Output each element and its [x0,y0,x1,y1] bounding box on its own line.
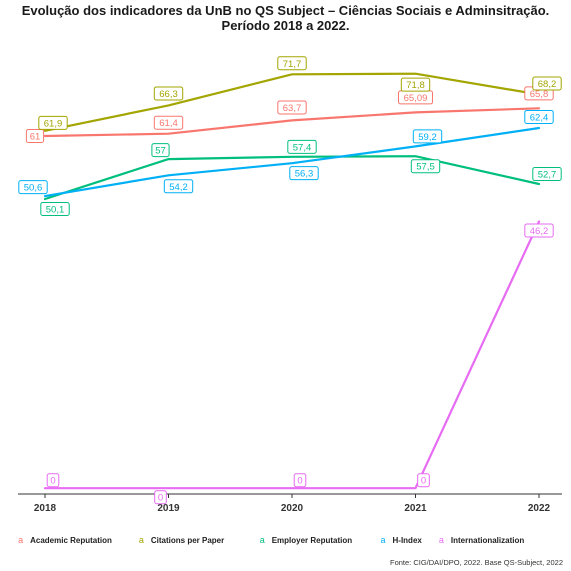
data-label: 71,8 [400,77,431,92]
x-tick-label: 2019 [157,503,180,514]
series-line-internationalization [43,220,541,490]
data-label: 0 [293,473,307,488]
data-label: 65,09 [398,90,433,105]
svg-text:65,09: 65,09 [404,93,428,104]
svg-text:62,4: 62,4 [530,112,549,123]
x-tick-label: 2020 [281,503,304,514]
svg-text:71,7: 71,7 [283,59,302,70]
svg-text:61: 61 [30,132,41,143]
svg-text:63,7: 63,7 [283,103,302,114]
svg-text:a: a [439,535,444,545]
data-label: 50,6 [18,180,48,195]
svg-text:Internationalization: Internationalization [451,536,524,545]
svg-text:a: a [139,535,144,545]
svg-text:0: 0 [421,476,426,487]
data-label: 0 [154,490,167,505]
svg-text:0: 0 [50,476,55,487]
legend-item: a Internationalization [439,535,524,545]
svg-text:68,2: 68,2 [538,79,557,90]
x-tick-label: 2021 [404,503,427,514]
svg-text:0: 0 [297,476,302,487]
chart-title: Evolução dos indicadores da UnB no QS Su… [0,3,571,33]
data-label: 57,4 [287,139,317,154]
data-label: 54,2 [163,179,194,194]
data-label: 0 [417,473,430,488]
data-label: 68,2 [532,76,562,91]
svg-text:46,2: 46,2 [530,226,549,237]
x-tick-label: 2022 [528,503,551,514]
svg-text:Citations per Paper: Citations per Paper [151,536,224,545]
data-label: 57,5 [410,159,441,174]
data-label: 56,3 [289,166,319,181]
data-label: 61 [25,129,45,144]
series-lines [43,72,541,490]
svg-text:66,3: 66,3 [159,89,178,100]
svg-text:a: a [18,535,23,545]
data-labels: 61 61,4 63,7 65,09 65,8 61,9 66,3 71,7 71,8 68,2 5… [18,56,562,505]
svg-text:a: a [260,535,265,545]
series-line-employer-reputation [43,155,541,201]
data-label: 66,3 [153,86,184,101]
svg-text:50,6: 50,6 [24,183,43,194]
series-line-citations-per-paper [43,72,541,132]
svg-text:Academic Reputation: Academic Reputation [30,536,112,545]
data-label: 52,7 [532,166,562,181]
legend-item: a Employer Reputation [260,535,353,545]
legend-item: a Academic Reputation [18,535,112,545]
axis-layer: 2018 2019 2020 2021 2022 [18,493,562,514]
svg-text:52,7: 52,7 [538,169,557,180]
svg-text:59,2: 59,2 [418,132,437,143]
chart-title-line-2: Período 2018 a 2022. [221,18,350,33]
data-label: 63,7 [277,100,307,115]
svg-text:54,2: 54,2 [169,182,188,193]
data-label: 46,2 [524,223,554,238]
data-label: 57 [151,143,170,158]
svg-text:61,9: 61,9 [44,118,63,129]
data-label: 50,1 [40,201,70,216]
data-label: 61,9 [38,115,68,130]
source-note: Fonte: CIG/DAI/DPO, 2022. Base QS-Subjec… [389,558,563,567]
svg-text:57: 57 [155,146,166,157]
svg-text:a: a [381,535,386,545]
svg-text:71,8: 71,8 [406,80,425,91]
data-label: 71,7 [277,56,307,71]
legend-item: a Citations per Paper [139,535,224,545]
svg-text:57,5: 57,5 [416,162,435,173]
x-tick-label: 2018 [34,503,57,514]
svg-text:57,4: 57,4 [293,142,312,153]
chart-title-line-1: Evolução dos indicadores da UnB no QS Su… [21,3,550,18]
svg-text:0: 0 [158,493,163,504]
series-line-academic-reputation [43,107,541,138]
svg-text:56,3: 56,3 [295,169,314,180]
svg-text:50,1: 50,1 [46,204,65,215]
data-label: 59,2 [412,129,443,144]
legend: a Academic Reputation a Citations per Paper… [18,535,524,545]
data-label: 0 [46,473,60,488]
data-label: 62,4 [524,109,554,124]
data-label: 61,4 [153,115,184,130]
legend-item: a H-Index [381,535,423,545]
svg-text:H-Index: H-Index [393,536,423,545]
series-line-h-index [43,126,541,198]
svg-text:61,4: 61,4 [159,118,178,129]
svg-text:Employer Reputation: Employer Reputation [272,536,353,545]
svg-text:65,8: 65,8 [530,89,549,100]
